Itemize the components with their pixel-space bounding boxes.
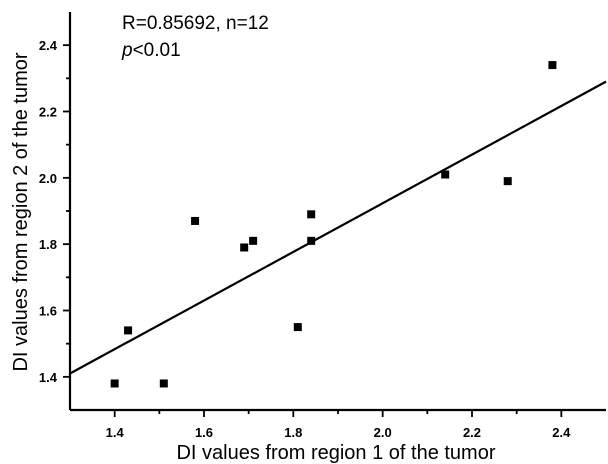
data-point (159, 379, 168, 388)
points-layer (110, 61, 557, 388)
y-tick-label: 2.4 (39, 38, 58, 53)
data-point (293, 323, 302, 332)
annotation-p-value: p<0.01 (121, 40, 181, 61)
y-axis-title: DI values from region 2 of the tumor (10, 52, 32, 371)
y-ticks: 1.4 1.6 1.8 2.0 2.2 2.4 (39, 38, 70, 385)
data-point (191, 216, 200, 225)
data-point (124, 326, 133, 335)
regression-line (69, 80, 607, 375)
y-tick-label: 1.6 (39, 304, 57, 319)
x-tick-label: 1.8 (284, 425, 302, 440)
x-tick-label: 2.2 (463, 425, 481, 440)
data-point (548, 61, 557, 70)
data-point (307, 210, 316, 219)
data-point (110, 379, 119, 388)
data-point (307, 236, 316, 245)
x-tick-label: 2.0 (374, 425, 392, 440)
annotation-correlation: R=0.85692, n=12 (122, 13, 269, 34)
data-point (249, 236, 258, 245)
x-tick-label: 1.6 (195, 425, 213, 440)
data-point (503, 177, 512, 186)
x-tick-label: 1.4 (106, 425, 125, 440)
fit-line-layer (69, 80, 607, 375)
y-tick-label: 2.2 (39, 105, 57, 120)
x-tick-label: 2.4 (552, 425, 571, 440)
x-axis-title: DI values from region 1 of the tumor (176, 442, 495, 464)
y-tick-label: 1.8 (39, 237, 57, 252)
y-tick-label: 1.4 (39, 370, 58, 385)
x-ticks: 1.4 1.6 1.8 2.0 2.2 2.4 (106, 410, 571, 440)
data-point (441, 170, 450, 179)
y-tick-label: 2.0 (39, 171, 57, 186)
data-point (240, 243, 249, 252)
